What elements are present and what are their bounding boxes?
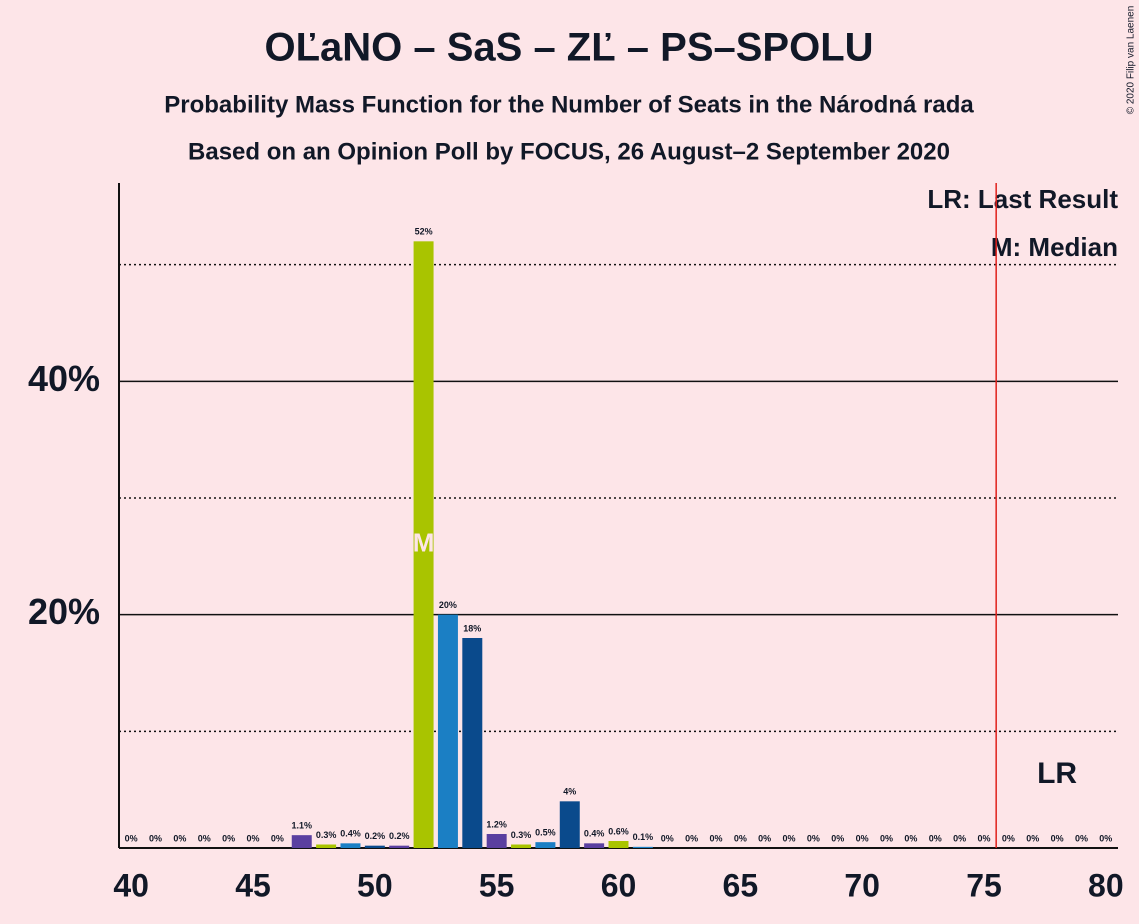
value-label: 0% bbox=[953, 833, 966, 843]
chart-subtitle: Based on an Opinion Poll by FOCUS, 26 Au… bbox=[188, 138, 950, 165]
bar bbox=[511, 844, 532, 848]
copyright: © 2020 Filip van Laenen bbox=[1126, 6, 1137, 115]
value-label: 0% bbox=[173, 833, 186, 843]
value-label: 0% bbox=[831, 833, 844, 843]
value-label: 0% bbox=[1075, 833, 1088, 843]
value-label: 0% bbox=[247, 833, 260, 843]
median-marker: M bbox=[413, 528, 435, 558]
x-tick-label: 40 bbox=[113, 867, 149, 903]
value-label: 52% bbox=[415, 227, 433, 237]
bar bbox=[364, 845, 385, 848]
value-label: 0% bbox=[271, 833, 284, 843]
value-label: 0.4% bbox=[584, 829, 605, 839]
value-label: 0% bbox=[1002, 833, 1015, 843]
x-tick-label: 75 bbox=[966, 867, 1002, 903]
value-label: 0.5% bbox=[535, 828, 556, 838]
bar bbox=[462, 638, 483, 848]
value-label: 0.3% bbox=[316, 830, 337, 840]
value-label: 0% bbox=[661, 833, 674, 843]
value-label: 0% bbox=[904, 833, 917, 843]
x-tick-label: 65 bbox=[723, 867, 759, 903]
x-tick-label: 80 bbox=[1088, 867, 1124, 903]
bar bbox=[291, 835, 312, 848]
legend-entry: M: Median bbox=[991, 232, 1118, 262]
value-label: 0.4% bbox=[340, 829, 361, 839]
value-label: 0% bbox=[807, 833, 820, 843]
legend-entry: LR: Last Result bbox=[927, 184, 1118, 214]
value-label: 0.6% bbox=[608, 826, 629, 836]
chart-title: OĽaNO – SaS – ZĽ – PS–SPOLU bbox=[264, 26, 873, 70]
value-label: 18% bbox=[463, 623, 481, 633]
value-label: 0% bbox=[709, 833, 722, 843]
x-tick-label: 55 bbox=[479, 867, 515, 903]
value-label: 1.1% bbox=[291, 821, 312, 831]
value-label: 0% bbox=[734, 833, 747, 843]
value-label: 0% bbox=[685, 833, 698, 843]
bar bbox=[316, 844, 337, 848]
bar bbox=[535, 842, 556, 848]
chart-subtitle: Probability Mass Function for the Number… bbox=[164, 91, 974, 118]
value-label: 0% bbox=[149, 833, 162, 843]
value-label: 0% bbox=[783, 833, 796, 843]
bar bbox=[632, 846, 653, 848]
x-tick-label: 70 bbox=[844, 867, 880, 903]
bar bbox=[437, 614, 458, 848]
y-tick-label: 40% bbox=[28, 358, 100, 399]
last-result-label: LR bbox=[1037, 757, 1077, 790]
x-tick-label: 60 bbox=[601, 867, 637, 903]
bar bbox=[608, 841, 629, 848]
value-label: 0.2% bbox=[365, 831, 386, 841]
value-label: 0% bbox=[1099, 833, 1112, 843]
x-tick-label: 50 bbox=[357, 867, 393, 903]
value-label: 20% bbox=[439, 600, 457, 610]
value-label: 0% bbox=[125, 833, 138, 843]
bar bbox=[584, 843, 605, 848]
y-tick-label: 20% bbox=[28, 591, 100, 632]
value-label: 0.3% bbox=[511, 830, 532, 840]
bar bbox=[559, 801, 580, 848]
value-label: 0% bbox=[977, 833, 990, 843]
value-label: 0% bbox=[222, 833, 235, 843]
value-label: 1.2% bbox=[486, 819, 507, 829]
value-label: 0% bbox=[198, 833, 211, 843]
bar bbox=[413, 241, 434, 849]
value-label: 0.1% bbox=[633, 832, 654, 842]
bar bbox=[340, 843, 361, 848]
bar bbox=[389, 845, 410, 848]
value-label: 0% bbox=[1051, 833, 1064, 843]
bar bbox=[486, 834, 507, 848]
value-label: 0% bbox=[856, 833, 869, 843]
value-label: 4% bbox=[563, 787, 576, 797]
x-tick-label: 45 bbox=[235, 867, 271, 903]
value-label: 0.2% bbox=[389, 831, 410, 841]
value-label: 0% bbox=[1026, 833, 1039, 843]
value-label: 0% bbox=[758, 833, 771, 843]
value-label: 0% bbox=[929, 833, 942, 843]
value-label: 0% bbox=[880, 833, 893, 843]
